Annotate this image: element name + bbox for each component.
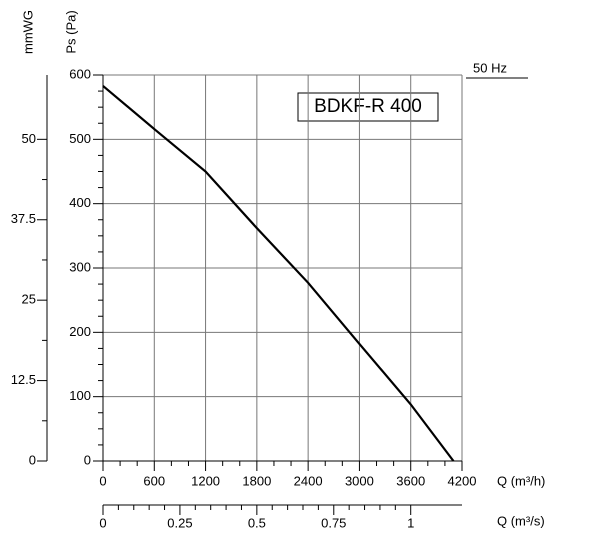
annotation: 50 Hz — [473, 60, 507, 75]
x-tick-label: 2400 — [294, 473, 323, 488]
y-tick-label: 100 — [69, 388, 91, 403]
y2-tick-label: 50 — [22, 131, 36, 146]
y-tick-label: 300 — [69, 259, 91, 274]
y2-tick-label: 37.5 — [11, 211, 36, 226]
x2-tick-label: 0.5 — [248, 515, 266, 530]
y-tick-label: 0 — [84, 452, 91, 467]
y-tick-label: 200 — [69, 324, 91, 339]
y-tick-label: 400 — [69, 195, 91, 210]
y2-axis-label: mmWG — [20, 10, 35, 54]
x2-tick-label: 1 — [407, 515, 414, 530]
y-tick-label: 500 — [69, 131, 91, 146]
y2-tick-label: 25 — [22, 292, 36, 307]
x-tick-label: 600 — [143, 473, 165, 488]
y2-tick-label: 12.5 — [11, 372, 36, 387]
x-tick-label: 1200 — [191, 473, 220, 488]
x2-tick-label: 0.25 — [167, 515, 192, 530]
x2-axis-label: Q (m³/s) — [497, 513, 545, 528]
chart-title: BDKF-R 400 — [314, 96, 422, 117]
x2-tick-label: 0.75 — [321, 515, 346, 530]
y-axis-label: Ps (Pa) — [63, 10, 78, 53]
x-tick-label: 3000 — [345, 473, 374, 488]
title-box — [297, 92, 439, 122]
y-tick-label: 600 — [69, 66, 91, 81]
x2-tick-label: 0 — [99, 515, 106, 530]
fan-curve — [102, 85, 455, 462]
y2-tick-label: 0 — [29, 452, 36, 467]
x-tick-label: 1800 — [242, 473, 271, 488]
x-tick-label: 0 — [99, 473, 106, 488]
x-axis-label: Q (m³/h) — [497, 473, 545, 488]
x-tick-label: 3600 — [396, 473, 425, 488]
x-tick-label: 4200 — [448, 473, 477, 488]
